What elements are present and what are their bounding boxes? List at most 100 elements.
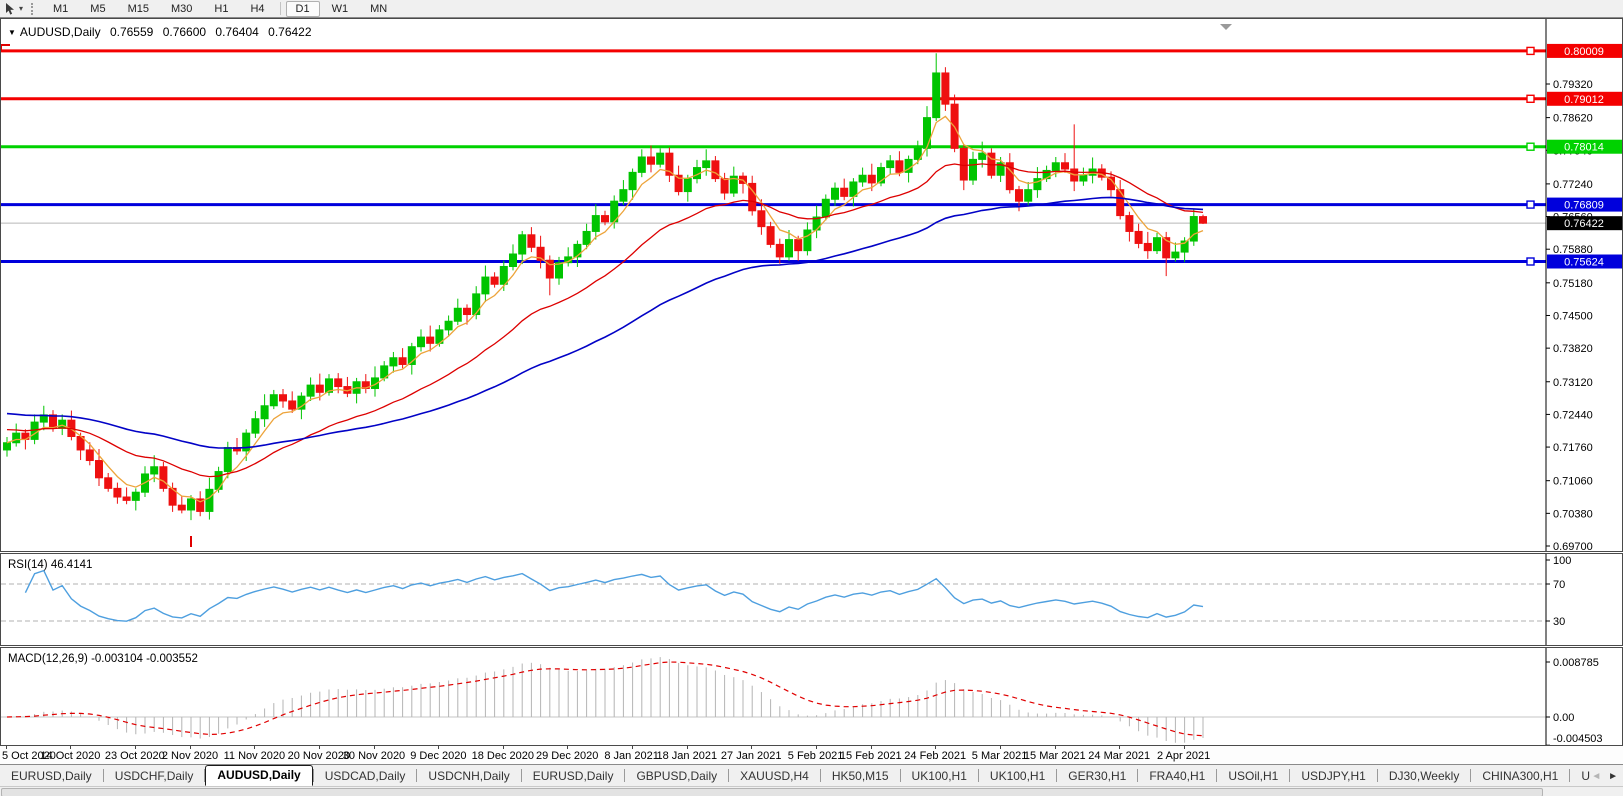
svg-text:0.75180: 0.75180 <box>1553 278 1593 290</box>
date-tick <box>502 746 504 749</box>
tab-uk100-h1[interactable]: UK100,H1 <box>989 769 1046 783</box>
main-chart-canvas[interactable]: 0.793200.786200.779400.772400.765600.758… <box>1 19 1622 551</box>
tab-separator <box>520 769 522 782</box>
ma-mid-line <box>6 163 1204 478</box>
tab-separator <box>1216 769 1218 782</box>
date-label: 18 Dec 2020 <box>471 750 534 762</box>
date-label: 20 Nov 2020 <box>287 750 350 762</box>
tab-hk50-m15[interactable]: HK50,M15 <box>831 769 889 783</box>
timeframe-button-h1[interactable]: H1 <box>214 2 229 15</box>
tab-xauusd-h4[interactable]: XAUUSD,H4 <box>740 769 809 783</box>
tab-separator <box>1137 769 1139 782</box>
date-label: 29 Dec 2020 <box>535 750 599 762</box>
ohlc-open: 0.76559 <box>109 25 154 39</box>
date-label: 27 Jan 2021 <box>720 750 782 762</box>
macd-panel[interactable]: MACD(12,26,9) -0.003104 -0.003552 0.0087… <box>0 647 1623 746</box>
date-label: 15 Feb 2021 <box>839 750 902 762</box>
svg-text:70: 70 <box>1553 579 1565 591</box>
chart-title-dropdown-icon[interactable]: ▼ <box>8 28 16 37</box>
timeframe-button-mn[interactable]: MN <box>370 2 388 15</box>
tab-ger30-h1[interactable]: GER30,H1 <box>1068 769 1127 783</box>
tab-separator <box>102 769 104 782</box>
svg-text:0.76422: 0.76422 <box>1564 218 1604 230</box>
tab-scroll-right-button[interactable]: ► <box>1608 771 1620 782</box>
date-label: 23 Oct 2020 <box>104 750 165 762</box>
drawing-object-anchor <box>1 44 10 51</box>
timeframe-button-m30[interactable]: M30 <box>170 2 193 15</box>
date-tick <box>935 746 937 749</box>
tab-gbpusd-daily[interactable]: GBPUSD,Daily <box>636 769 718 783</box>
date-label: 30 Nov 2020 <box>342 750 406 762</box>
date-tick <box>190 746 191 749</box>
tab-eurusd-daily[interactable]: EURUSD,Daily <box>11 769 92 783</box>
ma-slow-line <box>6 196 1204 449</box>
svg-text:0.77240: 0.77240 <box>1553 179 1593 191</box>
tab-eurusd-daily[interactable]: EURUSD,Daily <box>532 769 614 783</box>
chart-title: ▼ AUDUSD,Daily 0.76559 0.76600 0.76404 0.… <box>8 25 312 39</box>
tab-usdcnh-daily[interactable]: USDCNH,Daily <box>428 769 510 783</box>
timeframe-button-d1[interactable]: D1 <box>285 0 320 17</box>
svg-text:0.73120: 0.73120 <box>1553 377 1593 389</box>
rsi-canvas[interactable]: 100 70 30 <box>1 554 1622 645</box>
price-badge: 0.80009 <box>1547 43 1622 58</box>
tab-scroll-left-button[interactable]: ◄ <box>1591 771 1604 782</box>
date-tick <box>751 746 753 749</box>
cursor-icon <box>6 2 14 15</box>
tab-separator <box>1289 769 1291 782</box>
tab-usoil-h1[interactable]: USOil,H1 <box>1228 769 1279 783</box>
price-badge: 0.79012 <box>1547 91 1622 106</box>
candles-layer <box>3 53 1207 521</box>
cursor-tool-button[interactable]: ▾ <box>0 1 27 17</box>
svg-text:0.73820: 0.73820 <box>1553 343 1593 355</box>
main-chart-panel[interactable]: ▼ AUDUSD,Daily 0.76559 0.76600 0.76404 0.… <box>0 18 1623 552</box>
tab-separator <box>819 769 821 782</box>
tab-separator <box>1376 769 1378 782</box>
timeframe-button-m5[interactable]: M5 <box>90 2 106 15</box>
svg-text:0.008785: 0.008785 <box>1553 657 1599 669</box>
date-label: 24 Mar 2021 <box>1088 750 1151 762</box>
timeframe-button-m15[interactable]: M15 <box>127 2 149 15</box>
macd-canvas[interactable]: 0.008785 0.00 -0.004503 <box>1 648 1622 745</box>
toolbar-separator <box>279 2 281 15</box>
date-label: 9 Dec 2020 <box>410 750 467 762</box>
tab-dj30-weekly[interactable]: DJ30,Weekly <box>1388 769 1460 783</box>
tab-uk100-h1[interactable]: UK100,H1 <box>911 769 967 783</box>
chart-shift-marker[interactable] <box>1220 24 1232 30</box>
date-tick <box>567 746 569 749</box>
ma-fast-line <box>6 115 1204 503</box>
svg-text:0.75624: 0.75624 <box>1564 257 1604 269</box>
tab-separator <box>977 769 979 782</box>
tab-u[interactable]: U <box>1581 769 1591 783</box>
horizontal-scrollbar-thumb[interactable] <box>1 788 1543 796</box>
tab-fra40-h1[interactable]: FRA40,H1 <box>1149 769 1206 783</box>
svg-text:30: 30 <box>1553 616 1565 628</box>
tab-separator <box>1056 769 1058 782</box>
tab-china300-h1[interactable]: CHINA300,H1 <box>1482 769 1559 783</box>
date-tick <box>374 746 375 749</box>
tab-separator <box>1569 769 1571 782</box>
date-label: 5 Oct 2020 <box>2 750 56 762</box>
timeframe-button-h4[interactable]: H4 <box>250 2 265 15</box>
horizontal-scrollbar[interactable] <box>0 786 1623 796</box>
level-lines[interactable] <box>1 46 1546 266</box>
tab-separator <box>728 769 730 782</box>
date-axis: 5 Oct 2020 14 Oct 2020 23 Oct 2020 2 Nov 20… <box>0 746 1623 764</box>
timeframe-button-m1[interactable]: M1 <box>53 2 69 15</box>
price-badge: 0.78014 <box>1547 139 1622 154</box>
tab-usdchf-daily[interactable]: USDCHF,Daily <box>114 769 194 783</box>
date-tick <box>631 746 633 749</box>
tab-separator <box>416 769 418 782</box>
date-tick <box>815 746 817 749</box>
svg-text:0.76809: 0.76809 <box>1564 200 1604 212</box>
tab-usdjpy-h1[interactable]: USDJPY,H1 <box>1301 769 1366 783</box>
rsi-panel[interactable]: RSI(14) 46.4141 100 70 30 <box>0 553 1623 646</box>
date-tick <box>1054 746 1056 749</box>
tab-audusd-daily[interactable]: AUDUSD,Daily <box>205 765 313 786</box>
tab-separator <box>624 769 626 782</box>
macd-histogram <box>15 657 1204 743</box>
rsi-line <box>24 569 1204 622</box>
svg-text:0.71760: 0.71760 <box>1553 442 1593 454</box>
tab-usdcad-daily[interactable]: USDCAD,Daily <box>324 769 406 783</box>
timeframe-button-w1[interactable]: W1 <box>331 2 349 15</box>
svg-text:100: 100 <box>1553 555 1571 567</box>
